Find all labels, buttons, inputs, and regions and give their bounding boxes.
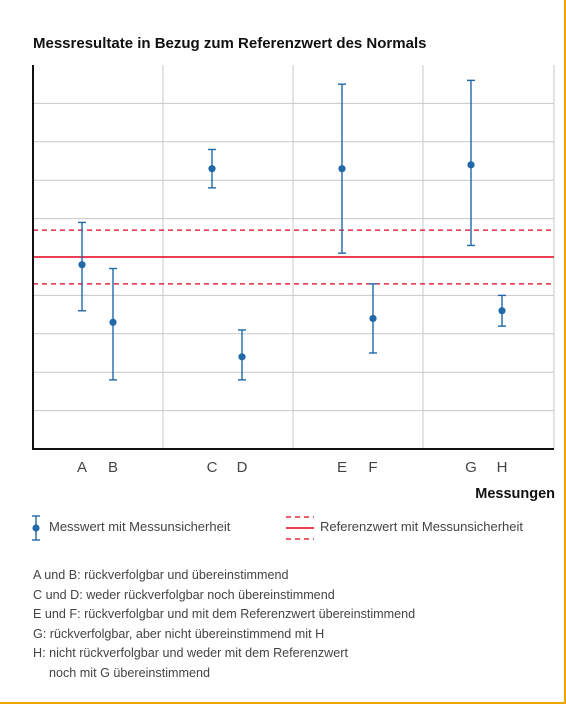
note-h-continued: noch mit G übereinstimmend bbox=[33, 664, 415, 684]
data-point-g bbox=[467, 80, 475, 245]
note-g: G: rückverfolgbar, aber nicht übereinsti… bbox=[33, 625, 415, 645]
data-point-marker bbox=[498, 307, 505, 314]
note-ab: A und B: rückverfolgbar und übereinstimm… bbox=[33, 566, 415, 586]
data-point-marker bbox=[338, 165, 345, 172]
data-point-marker bbox=[238, 353, 245, 360]
data-point-marker bbox=[467, 161, 474, 168]
x-tick-label-b: B bbox=[108, 459, 118, 476]
legend-reference-label: Referenzwert mit Messunsicherheit bbox=[320, 519, 523, 534]
x-axis-label: Messungen bbox=[475, 486, 555, 502]
data-point-c bbox=[208, 149, 216, 187]
data-point-marker bbox=[369, 315, 376, 322]
legend-measurement-marker bbox=[32, 524, 39, 531]
data-point-f bbox=[369, 284, 377, 353]
note-h: H: nicht rückverfolgbar und weder mit de… bbox=[33, 644, 415, 664]
data-point-h bbox=[498, 295, 506, 326]
x-tick-label-c: C bbox=[207, 459, 218, 476]
data-point-marker bbox=[109, 319, 116, 326]
x-tick-label-g: G bbox=[465, 459, 477, 476]
data-point-a bbox=[78, 222, 86, 310]
note-cd: C und D: weder rückverfolgbar noch übere… bbox=[33, 586, 415, 606]
x-tick-label-f: F bbox=[368, 459, 377, 476]
data-point-marker bbox=[78, 261, 85, 268]
data-point-b bbox=[109, 269, 117, 380]
note-ef: E und F: rückverfolgbar und mit dem Refe… bbox=[33, 605, 415, 625]
x-tick-label-a: A bbox=[77, 459, 87, 476]
x-tick-label-d: D bbox=[237, 459, 248, 476]
legend-measurement-label: Messwert mit Messunsicherheit bbox=[49, 519, 230, 534]
notes-list: A und B: rückverfolgbar und übereinstimm… bbox=[33, 566, 415, 683]
data-point-marker bbox=[208, 165, 215, 172]
x-tick-label-h: H bbox=[497, 459, 508, 476]
data-point-e bbox=[338, 84, 346, 253]
x-tick-label-e: E bbox=[337, 459, 347, 476]
